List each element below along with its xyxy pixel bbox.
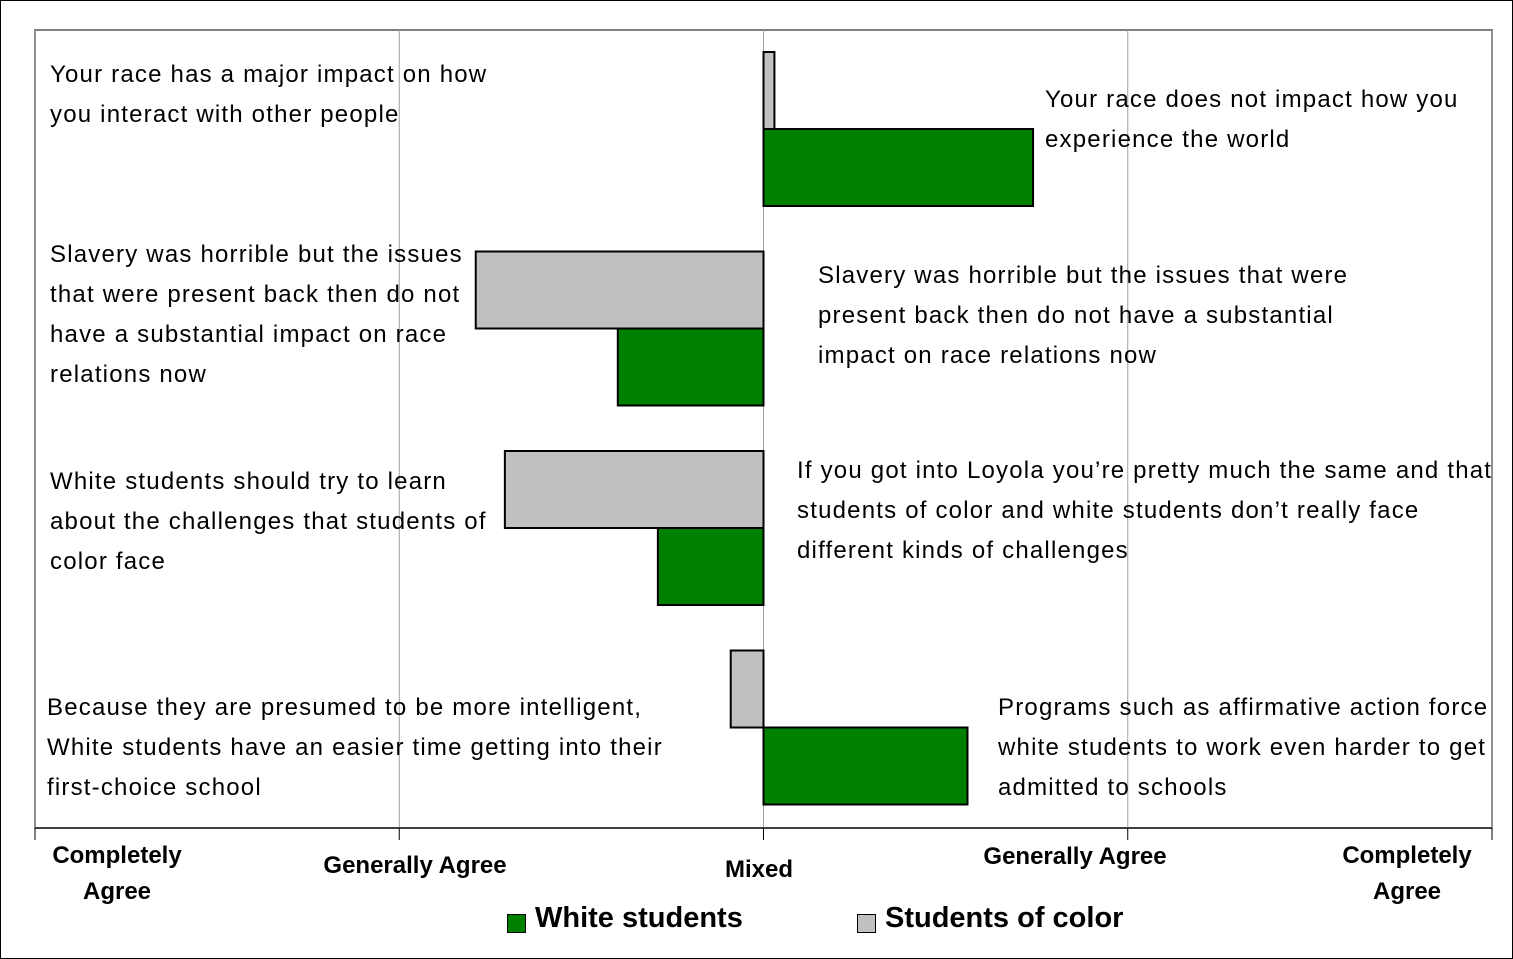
bar (729, 649, 765, 729)
bar (656, 527, 765, 606)
left-statement: Your race has a major impact on how you … (50, 61, 488, 128)
bar (503, 450, 765, 529)
right-statement: Programs such as affirmative action forc… (998, 694, 1489, 801)
left-statement: White students should try to learn about… (50, 468, 487, 575)
x-tick-label: Completely Agree (1342, 842, 1472, 905)
bar (762, 726, 969, 806)
bar (474, 250, 765, 330)
legend-swatch (857, 914, 876, 933)
x-tick-label: Generally Agree (983, 843, 1167, 870)
legend-label: White students (535, 902, 743, 934)
bar (762, 51, 776, 130)
right-statement: Slavery was horrible but the issues that… (818, 262, 1349, 369)
right-statement: Your race does not impact how you experi… (1045, 86, 1459, 153)
left-statement: Slavery was horrible but the issues that… (50, 241, 463, 388)
bar (762, 128, 1035, 207)
x-tick-label: Generally Agree (323, 852, 507, 879)
legend-swatch (507, 914, 526, 933)
left-statement: Because they are presumed to be more int… (47, 694, 663, 801)
right-statement: If you got into Loyola you’re pretty muc… (797, 457, 1493, 564)
legend-label: Students of color (885, 902, 1124, 934)
x-tick-label: Completely Agree (52, 842, 182, 905)
x-tick-label: Mixed (724, 856, 794, 883)
bar (616, 327, 765, 407)
